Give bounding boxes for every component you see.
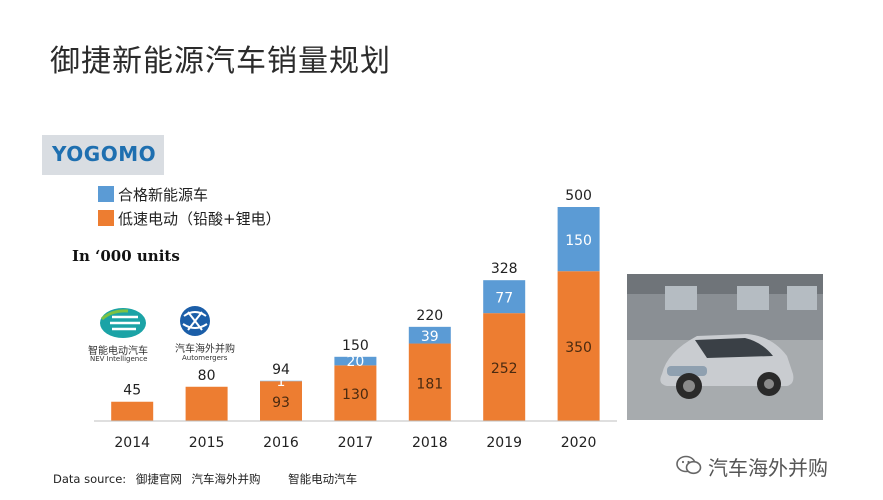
car-photo <box>627 274 823 420</box>
bar-value-label: 150 <box>565 233 592 249</box>
data-source-item: 御捷官网 <box>135 472 182 486</box>
bar-value-label: 1 <box>277 374 286 390</box>
bar-value-label: 39 <box>421 329 439 345</box>
bar-segment <box>408 343 451 421</box>
bar-segment <box>334 356 377 366</box>
x-tick-label: 2017 <box>338 435 374 451</box>
bar-value-label: 77 <box>495 291 513 307</box>
bar-value-label: 130 <box>342 387 369 403</box>
bar-segment <box>334 365 377 421</box>
bar-total-label: 150 <box>342 338 369 354</box>
bar-value-label: 350 <box>565 340 592 356</box>
bar-value-label: 252 <box>491 361 518 377</box>
car-photo-illustration <box>627 274 823 420</box>
bar-segment <box>557 271 600 421</box>
bar-segment <box>260 381 302 421</box>
x-tick-label: 2015 <box>189 435 225 451</box>
units-label: In ‘000 units <box>72 247 180 265</box>
bar-total-label: 94 <box>272 362 290 378</box>
legend-swatch-blue <box>98 186 114 202</box>
x-tick-label: 2016 <box>263 435 299 451</box>
bar-value-label: 181 <box>416 376 443 392</box>
bar-total-label: 500 <box>565 188 592 204</box>
bar-segment <box>111 401 154 421</box>
x-tick-label: 2014 <box>114 435 150 451</box>
wechat-icon <box>676 455 702 475</box>
x-tick-label: 2019 <box>486 435 522 451</box>
bar-segment <box>557 207 600 272</box>
bar-segment <box>408 326 451 344</box>
data-source-prefix: Data source: <box>53 472 127 486</box>
automergers-logo-icon <box>180 306 210 336</box>
bar-total-label: 328 <box>491 261 518 277</box>
yogomo-logo-text: YOGOMO <box>52 142 157 166</box>
legend-swatch-orange <box>98 210 114 226</box>
data-source-item: 智能电动汽车 <box>288 472 358 486</box>
x-tick-label: 2020 <box>561 435 597 451</box>
bar-total-label: 80 <box>198 368 216 384</box>
watermark-text: 汽车海外并购 <box>708 456 828 480</box>
bar-value-label: 93 <box>272 395 290 411</box>
automergers-name-cn: 汽车海外并购 <box>175 344 235 355</box>
nev-intelligence-logo-icon <box>100 308 146 338</box>
nev-intelligence-name-cn: 智能电动汽车 <box>88 346 148 357</box>
legend-label-low-speed-ev: 低速电动（铅酸+锂电） <box>118 210 281 228</box>
nev-intelligence-name-en: NEV Intelligence <box>90 355 148 363</box>
bar-total-label: 45 <box>123 383 141 399</box>
automergers-name-en: Automergers <box>182 354 228 362</box>
bar-segment <box>483 280 526 314</box>
legend-label-qualified-nev: 合格新能源车 <box>118 186 209 204</box>
data-source-item: 汽车海外并购 <box>191 472 261 486</box>
yogomo-logo: YOGOMO <box>42 135 164 175</box>
bar-total-label: 220 <box>416 308 443 324</box>
bar-value-label: 20 <box>346 354 364 370</box>
bar-segment <box>185 386 228 421</box>
page-title: 御捷新能源汽车销量规划 <box>50 44 391 79</box>
data-source: Data source: 御捷官网 汽车海外并购 智能电动汽车 <box>53 471 363 487</box>
bar-segment <box>483 313 526 421</box>
x-tick-label: 2018 <box>412 435 448 451</box>
